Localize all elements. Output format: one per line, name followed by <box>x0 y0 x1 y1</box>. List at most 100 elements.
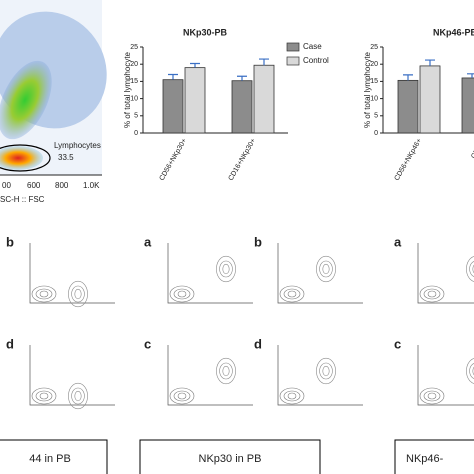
y-tick-label: 5 <box>374 113 378 120</box>
plot-axes <box>417 345 474 406</box>
contour <box>222 365 230 377</box>
y-tick-label: 5 <box>134 113 138 120</box>
flow-plot: Lymphocytes 33.5 00 600 800 1.0K SC-H ::… <box>0 0 107 204</box>
contour <box>322 263 330 275</box>
y-axis-label: % of total lymphocyte <box>363 51 372 128</box>
error-bar <box>168 73 178 80</box>
contour <box>466 358 474 384</box>
density <box>0 60 52 140</box>
caption: NKp30 in PB <box>199 453 262 465</box>
contour <box>39 290 49 298</box>
caption-box <box>0 439 108 474</box>
contour <box>423 390 441 402</box>
contour <box>173 288 191 300</box>
panel-letter: a <box>394 234 402 249</box>
y-tick-label: 10 <box>370 95 378 102</box>
contour <box>419 285 445 303</box>
contour <box>219 260 233 278</box>
y-tick-label: 15 <box>370 78 378 85</box>
contour-panels: b a b a d c d c <box>6 234 474 410</box>
bar <box>461 77 474 134</box>
y-tick-label: 20 <box>370 61 378 68</box>
contour <box>316 255 336 283</box>
contour <box>35 288 53 300</box>
x-tick-label: CD16+ <box>470 137 474 160</box>
caption-box <box>139 439 321 474</box>
contour <box>279 285 305 303</box>
contour <box>35 390 53 402</box>
y-tick-label: 25 <box>370 44 378 51</box>
gate-value: 33.5 <box>58 153 74 162</box>
chart-title: NKp46-PB <box>433 27 474 37</box>
plot-axes <box>277 243 363 304</box>
panel-letter: c <box>144 336 151 351</box>
panel-letter: c <box>394 336 401 351</box>
y-tick-label: 0 <box>134 130 138 137</box>
contour <box>319 362 333 380</box>
density <box>0 146 43 170</box>
caption: NKp46- <box>406 453 444 465</box>
legend-swatch <box>286 56 300 66</box>
captions: 44 in PB NKp30 in PB NKp46- <box>0 439 474 474</box>
contour <box>287 392 297 400</box>
error-bar <box>425 59 435 66</box>
error-bar <box>467 73 474 78</box>
plot-axes <box>29 243 115 304</box>
contour <box>169 387 195 405</box>
contour <box>419 387 445 405</box>
contour <box>472 366 474 376</box>
caption: 44 in PB <box>29 453 71 465</box>
contour <box>466 256 474 282</box>
contour <box>322 365 330 377</box>
error-bar <box>237 75 247 81</box>
x-tick-label: 800 <box>55 181 69 190</box>
contour <box>427 392 437 400</box>
contour <box>74 288 82 300</box>
x-tick-label: 600 <box>27 181 41 190</box>
panel-letter: d <box>254 336 262 351</box>
plot-axes <box>29 345 115 406</box>
contour <box>74 390 82 402</box>
contour <box>71 285 85 303</box>
contour <box>222 263 230 275</box>
contour <box>216 357 236 385</box>
contour <box>279 387 305 405</box>
contour <box>31 387 57 405</box>
x-axis-label: SC-H :: FSC <box>0 195 45 204</box>
contour <box>177 392 187 400</box>
panel-letter: b <box>254 234 262 249</box>
contour <box>39 392 49 400</box>
contour <box>283 288 301 300</box>
x-tick-label: CD56+NKp30+ <box>159 137 189 182</box>
contour <box>31 285 57 303</box>
plot-axes <box>277 345 363 406</box>
contour <box>71 387 85 405</box>
contour <box>469 261 474 277</box>
contour <box>287 290 297 298</box>
gate <box>0 144 51 172</box>
error-bar <box>190 62 200 68</box>
y-tick-label: 10 <box>130 95 138 102</box>
legend-label: Case <box>303 42 322 51</box>
error-bar <box>259 58 269 66</box>
chart-title: NKp30-PB <box>183 27 228 37</box>
plot-axes <box>167 243 253 304</box>
contour <box>427 290 437 298</box>
panel-letter: b <box>6 234 14 249</box>
panel-letter: a <box>144 234 152 249</box>
error-bar <box>403 74 413 81</box>
y-tick-label: 25 <box>130 44 138 51</box>
contour <box>316 357 336 385</box>
x-tick-label: CD56+NKp46+ <box>394 137 424 182</box>
y-tick-label: 15 <box>130 78 138 85</box>
y-axis-label: % of total lymphocyte <box>123 51 132 128</box>
contour <box>177 290 187 298</box>
contour <box>216 255 236 283</box>
x-tick-label: 1.0K <box>83 181 100 190</box>
contour <box>173 390 191 402</box>
contour <box>169 285 195 303</box>
bar <box>419 65 441 134</box>
bar <box>162 79 184 134</box>
y-tick-label: 20 <box>130 61 138 68</box>
